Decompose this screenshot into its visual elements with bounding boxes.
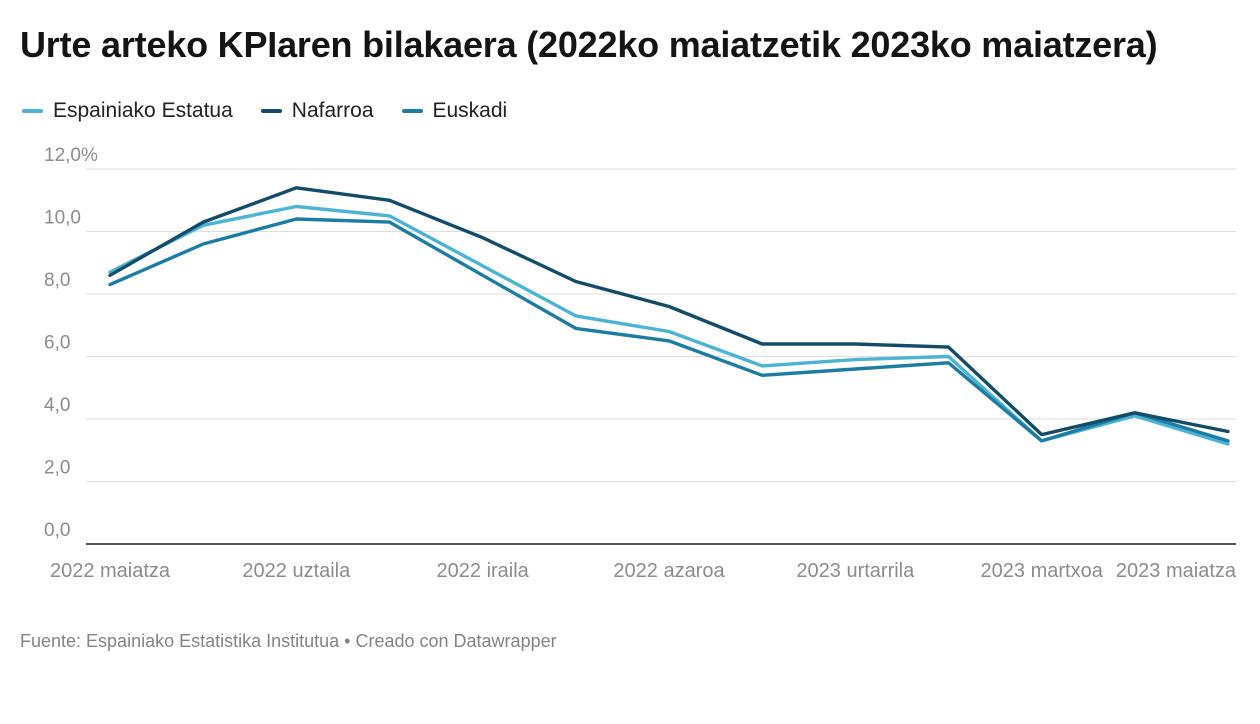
y-tick-label: 0,0 — [44, 520, 70, 541]
x-tick-label: 2022 iraila — [437, 560, 530, 582]
y-tick-label: 2,0 — [44, 458, 70, 479]
line-chart: 12,0% 10,0 8,0 6,0 4,0 2,0 0,0 2022 maiatza 2022… — [44, 145, 1237, 582]
legend-item-espainiako-estatua: Espainiako Estatua — [22, 99, 233, 123]
legend-label: Espainiako Estatua — [53, 99, 233, 123]
legend-label: Euskadi — [432, 99, 508, 123]
x-tick-label: 2023 martxoa — [981, 560, 1104, 582]
legend-item-euskadi: Euskadi — [401, 99, 508, 123]
y-tick-label: 10,0 — [44, 208, 81, 229]
x-tick-label: 2022 azaroa — [613, 560, 725, 582]
series-line-euskadi — [108, 217, 1230, 443]
y-tick-label: 6,0 — [44, 333, 70, 354]
y-tick-label: 4,0 — [44, 395, 70, 416]
legend: Espainiako Estatua Nafarroa Euskadi — [22, 99, 1240, 123]
legend-swatch-euskadi — [401, 109, 423, 114]
legend-swatch-nafarroa — [260, 109, 282, 114]
x-tick-label: 2023 maiatza — [1116, 560, 1237, 582]
legend-swatch-espainiako-estatua — [22, 109, 43, 114]
series-line-espainiako-estatua — [108, 205, 1230, 447]
chart-title: Urte arteko KPIaren bilakaera (2022ko ma… — [20, 24, 1158, 65]
x-tick-label: 2022 uztaila — [242, 560, 351, 582]
legend-item-nafarroa: Nafarroa — [260, 99, 374, 123]
y-tick-label: 12,0% — [44, 145, 98, 166]
series-line-nafarroa — [108, 186, 1230, 437]
chart-page: Urte arteko KPIaren bilakaera (2022ko ma… — [0, 22, 1260, 724]
x-tick-label: 2022 maiatza — [50, 560, 171, 582]
y-tick-label: 8,0 — [44, 270, 70, 291]
chart-footer-source: Fuente: Espainiako Estatistika Institutu… — [20, 631, 557, 652]
x-tick-label: 2023 urtarrila — [796, 560, 915, 582]
legend-label: Nafarroa — [291, 99, 374, 123]
chart-area: 12,0% 10,0 8,0 6,0 4,0 2,0 0,0 2022 maiatza 2022… — [0, 135, 1260, 595]
